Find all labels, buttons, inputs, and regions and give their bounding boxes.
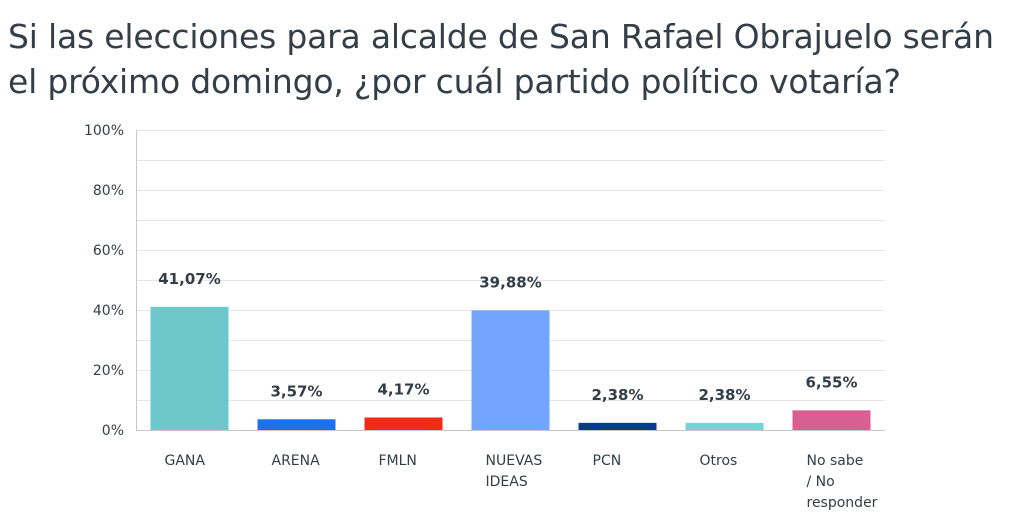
x-tick-label: No sabe / No responder [807, 453, 878, 511]
y-tick-label: 80% [93, 183, 124, 199]
y-tick-label: 20% [93, 363, 124, 379]
bar [578, 422, 657, 430]
x-tick-label: FMLN [379, 453, 417, 469]
x-tick-label: ARENA [272, 453, 321, 469]
x-axis-tick-labels: GANA ARENA FMLN NUEVAS IDEAS PCN Otros No sabe /… [165, 453, 878, 511]
bar [471, 310, 550, 430]
bar [792, 410, 871, 430]
x-tick-label: Otros [700, 453, 738, 469]
x-tick-label-line: IDEAS [486, 474, 528, 490]
y-tick-label: 60% [93, 243, 124, 259]
x-tick-label-line: PCN [593, 453, 622, 469]
data-label: 4,17% [377, 380, 429, 398]
x-tick-label-line: FMLN [379, 453, 417, 469]
data-label: 6,55% [805, 373, 857, 391]
data-label: 41,07% [158, 270, 220, 288]
data-label: 3,57% [270, 382, 322, 400]
x-tick-label: GANA [165, 453, 206, 469]
axes [136, 130, 885, 431]
data-label: 2,38% [698, 386, 750, 404]
bar [685, 422, 764, 430]
x-tick-label-line: responder [807, 495, 878, 511]
chart-title: Si las elecciones para alcalde de San Ra… [8, 17, 994, 101]
x-tick-label-line: Otros [700, 453, 738, 469]
data-label: 39,88% [479, 273, 541, 291]
x-tick-label: PCN [593, 453, 622, 469]
bar [257, 419, 336, 430]
bars [150, 306, 871, 430]
y-tick-label: 0% [102, 423, 124, 439]
x-tick-label: NUEVAS IDEAS [486, 453, 543, 490]
x-tick-label-line: NUEVAS [486, 453, 543, 469]
x-tick-label-line: GANA [165, 453, 206, 469]
y-axis-tick-labels: 0% 20% 40% 60% 80% 100% [84, 123, 124, 439]
bar [150, 306, 229, 430]
bar [364, 417, 443, 430]
data-labels: 41,07% 3,57% 4,17% 39,88% 2,38% 2,38% 6,55% [158, 270, 857, 404]
y-tick-label: 40% [93, 303, 124, 319]
x-tick-label-line: ARENA [272, 453, 321, 469]
x-tick-label-line: / No [807, 474, 835, 490]
x-tick-label-line: No sabe [807, 453, 864, 469]
y-tick-label: 100% [84, 123, 124, 139]
data-label: 2,38% [591, 386, 643, 404]
